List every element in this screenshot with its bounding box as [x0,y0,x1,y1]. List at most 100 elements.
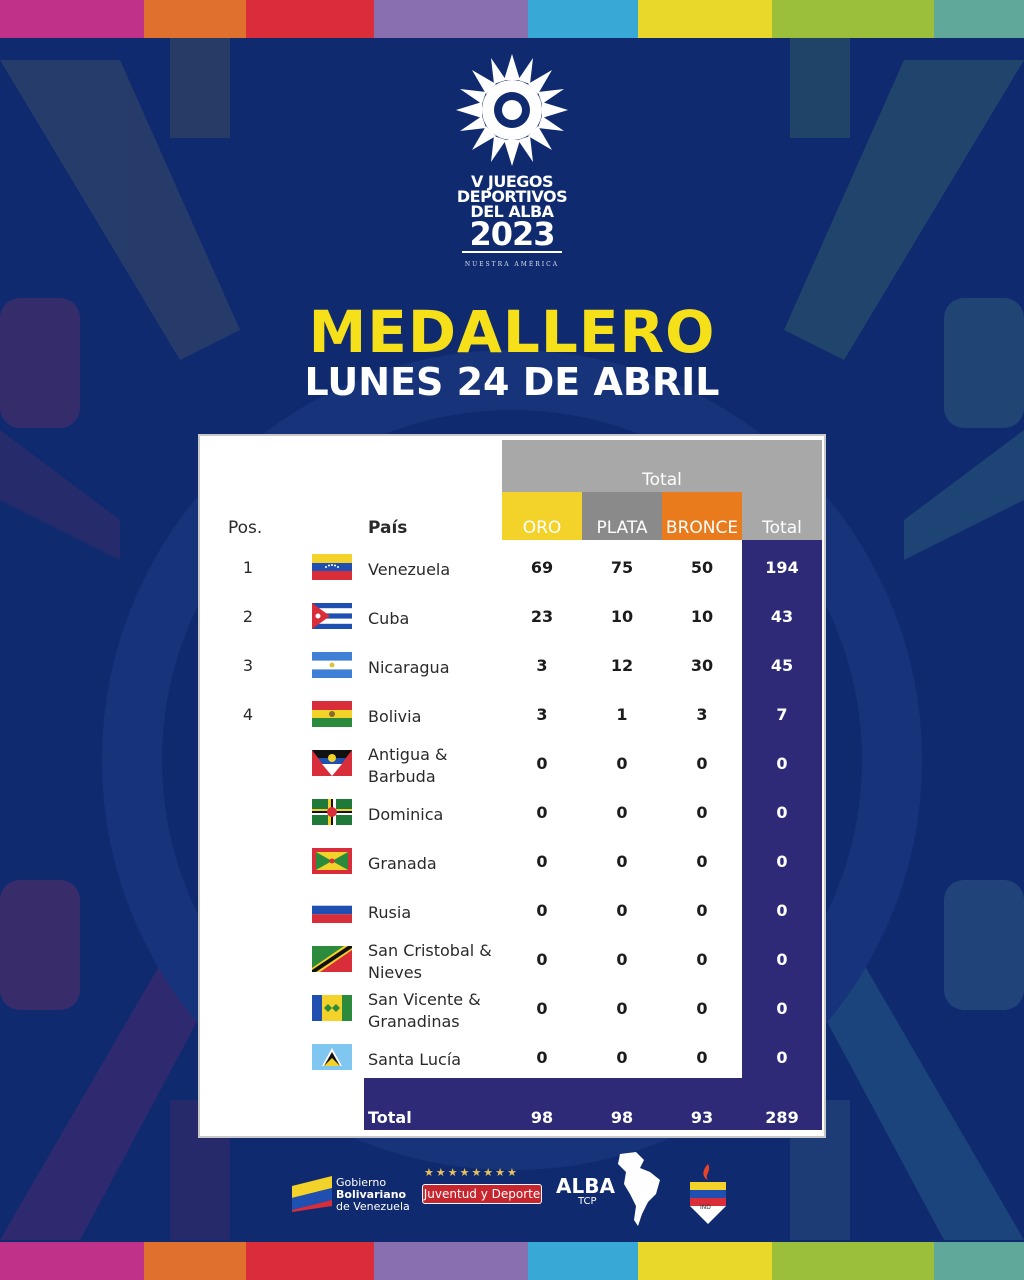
row-oro: 0 [536,950,548,969]
row-total: 0 [776,754,788,773]
table-row: 2 Cuba 23 10 10 43 [200,593,824,642]
row-total: 45 [770,656,794,675]
gov-line-3: de Venezuela [336,1200,410,1213]
row-oro: 69 [530,558,554,577]
sun-emblem-icon [456,54,568,166]
totals-total: 289 [765,1108,799,1127]
page-subtitle: LUNES 24 DE ABRIL [304,360,720,404]
totals-plata: 98 [610,1108,634,1127]
row-bronce: 0 [696,999,708,1018]
table-row: Dominica 0 0 0 0 [200,789,824,838]
row-country: San Cristobal & Nieves [368,941,492,982]
table-row: Antigua & Barbuda 0 0 0 0 [200,740,824,789]
venezuela-flag-icon [312,554,352,580]
table-row: Granada 0 0 0 0 [200,838,824,887]
row-oro: 0 [536,803,548,822]
row-oro: 0 [536,999,548,1018]
nicaragua-flag-icon [312,652,352,678]
medal-table: Total ORO PLATA BRONCE Total Pos. País 1… [198,434,826,1138]
table-row: San Vicente & Granadinas 0 0 0 0 [200,985,824,1034]
row-bronce: 30 [690,656,714,675]
row-country: Antigua & Barbuda [368,745,448,786]
row-total: 43 [770,607,794,626]
row-oro: 3 [536,705,548,724]
oro-header-bg [502,492,582,540]
row-bronce: 0 [696,754,708,773]
row-country: Rusia [368,903,412,922]
saint-kitts-flag-icon [312,946,352,972]
row-country: Granada [368,854,437,873]
event-logo: V JUEGOS DEPORTIVOS DEL ALBA 2023 NUESTR… [432,50,592,270]
row-total: 0 [776,901,788,920]
table-row: Rusia 0 0 0 0 [200,887,824,936]
row-country: Cuba [368,609,410,628]
total-header-bg [742,492,822,540]
group-header-bg [502,440,822,492]
venezuela-gov-flag-icon [292,1176,332,1212]
row-bronce: 3 [696,705,708,724]
gov-line-2: Bolivariano [336,1188,407,1201]
totals-label: Total [368,1108,412,1127]
row-total: 0 [776,1048,788,1067]
table-row: Santa Lucía 0 0 0 0 [200,1034,824,1083]
row-country: San Vicente & Granadinas [368,990,481,1031]
row-bronce: 0 [696,901,708,920]
table-row: 3 Nicaragua 3 12 30 45 [200,642,824,691]
row-bronce: 0 [696,803,708,822]
row-bronce: 0 [696,1048,708,1067]
row-plata: 12 [610,656,634,675]
table-row: 1 Venezuela 69 75 50 194 [200,544,824,593]
cuba-flag-icon [312,603,352,629]
row-oro: 0 [536,1048,548,1067]
row-oro: 0 [536,754,548,773]
dominica-flag-icon [312,799,352,825]
bronce-header-bg [662,492,742,540]
row-total: 0 [776,852,788,871]
ministry-stars: ★★★★★★★★ [424,1166,519,1179]
row-country: Bolivia [368,707,422,726]
row-bronce: 0 [696,950,708,969]
row-oro: 23 [530,607,554,626]
header-bronce: BRONCE [665,518,739,538]
row-country: Nicaragua [368,658,450,677]
logo-year: 2023 [469,215,555,253]
totals-oro: 98 [530,1108,554,1127]
total-column-bg [742,540,822,1078]
row-bronce: 10 [690,607,714,626]
row-plata: 1 [616,705,628,724]
row-plata: 0 [616,852,628,871]
russia-flag-icon [312,897,352,923]
logo-divider [462,251,562,253]
latin-america-map-icon [618,1152,660,1226]
row-plata: 0 [616,754,628,773]
header-plata: PLATA [596,518,648,538]
table-row: 4 Bolivia 3 1 3 7 [200,691,824,740]
row-plata: 0 [616,999,628,1018]
header-pos: Pos. [228,518,263,538]
row-position: 4 [242,705,254,724]
totals-bronce: 93 [690,1108,714,1127]
saint-vincent-flag-icon [312,995,352,1021]
row-total: 194 [765,558,799,577]
top-color-stripe [0,0,1024,38]
header-oro: ORO [522,518,562,538]
ind-label: IND [700,1204,711,1211]
row-country: Santa Lucía [368,1050,462,1069]
logo-line-2: DEPORTIVOS [456,187,568,206]
row-plata: 0 [616,901,628,920]
row-position: 2 [242,607,254,626]
row-plata: 10 [610,607,634,626]
row-oro: 3 [536,656,548,675]
bottom-color-stripe [0,1242,1024,1280]
row-total: 7 [776,705,788,724]
logo-tagline: NUESTRA AMÉRICA [464,261,560,268]
page-title: MEDALLERO [308,298,716,366]
row-plata: 0 [616,1048,628,1067]
saint-lucia-flag-icon [312,1044,352,1070]
alba-logo-sub: TCP [578,1196,597,1207]
row-total: 0 [776,803,788,822]
alba-logo-text: ALBA [556,1174,615,1198]
logo-line-3: DEL ALBA [470,202,554,221]
row-oro: 0 [536,901,548,920]
gov-line-1: Gobierno [336,1176,387,1189]
